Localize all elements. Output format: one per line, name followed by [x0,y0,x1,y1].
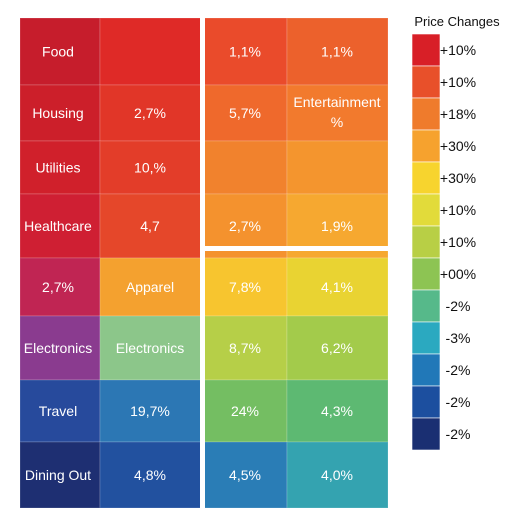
heatmap-cell [99,315,204,381]
heatmap-cell [202,441,288,509]
cell-label: Electronics [24,340,92,356]
cell-label: Housing [32,105,83,121]
cell-label: Electronics [116,340,184,356]
heatmap-cell [202,17,288,86]
heatmap-cell [19,379,101,443]
cell-label: Entertainment% [293,94,380,130]
heatmap-cell [286,379,389,443]
cell-label: Travel [39,403,77,419]
legend-swatch [411,385,441,419]
legend-title: Price Changes [414,14,500,29]
heatmap-cell [202,315,288,381]
legend-label: +10% [440,42,476,58]
heatmap-cells [19,17,389,509]
legend-label: -2% [446,362,471,378]
legend-swatch [411,289,441,323]
cell-label: Healthcare [24,218,92,234]
legend-label: -2% [446,394,471,410]
legend-swatch [411,65,441,99]
cell-label: 1,9% [321,218,353,234]
legend-swatch [411,161,441,195]
heatmap-labels: Food 1,1% 1,1% Housing 2,7% 5,7% Entertainment… [24,44,381,484]
cell-label: 5,7% [229,105,261,121]
legend-swatch [411,321,441,355]
legend-swatch [411,257,441,291]
legend-label: +30% [440,170,476,186]
legend-label: -3% [446,330,471,346]
panel-separator-horizontal [200,246,388,251]
heatmap-cell [286,17,389,86]
legend-label: +18% [440,106,476,122]
heatmap-cell [19,84,101,142]
heatmap-cell [19,193,101,259]
legend-label: -2% [446,426,471,442]
legend-swatch [411,129,441,163]
cell-label: 4,0% [321,467,353,483]
cell-label: Apparel [126,279,174,295]
cell-label: 8,7% [229,340,261,356]
heatmap-cell [286,315,389,381]
heatmap-cell [202,84,288,142]
heatmap-cell [99,441,204,509]
legend-swatch [411,353,441,387]
cell-label: 10,% [134,160,166,176]
heatmap-cell [19,17,101,86]
legend-swatch [411,193,441,227]
legend: Price Changes +10% +10% +18% +30% +30% +10% +1… [411,14,500,451]
legend-label: +10% [440,74,476,90]
legend-swatch [411,33,441,67]
cell-label: 7,8% [229,279,261,295]
cell-label: 2,7% [229,218,261,234]
legend-label: +00% [440,266,476,282]
heatmap-cell [286,140,389,195]
cell-label: 2,7% [134,105,166,121]
cell-label: 19,7% [130,403,170,419]
heatmap-cell [286,257,389,317]
heatmap-cell [99,17,204,86]
legend-swatch [411,225,441,259]
cell-label: 4,5% [229,467,261,483]
cell-label: 4,3% [321,403,353,419]
cell-label: Food [42,44,74,60]
legend-label: +10% [440,202,476,218]
cell-label: 1,1% [229,44,261,60]
heatmap-cell [19,140,101,195]
cell-label: 2,7% [42,279,74,295]
heatmap-cell [19,315,101,381]
cell-label: 6,2% [321,340,353,356]
cell-label: 4,8% [134,467,166,483]
cell-label: 4,7 [140,218,160,234]
panel-separator-vertical [200,18,205,508]
legend-label: +10% [440,234,476,250]
heatmap-cell [99,84,204,142]
heatmap-cell [202,140,288,195]
cell-label: 1,1% [321,44,353,60]
heatmap-cell [286,441,389,509]
heatmap-cell [99,379,204,443]
legend-label: +30% [440,138,476,154]
cell-label: 4,1% [321,279,353,295]
legend-label: -2% [446,298,471,314]
legend-swatch [411,417,441,451]
cell-label: Dining Out [25,467,91,483]
legend-swatch [411,97,441,131]
cell-label: Utilities [35,160,80,176]
cell-label: 24% [231,403,259,419]
heatmap-cell [19,257,101,317]
